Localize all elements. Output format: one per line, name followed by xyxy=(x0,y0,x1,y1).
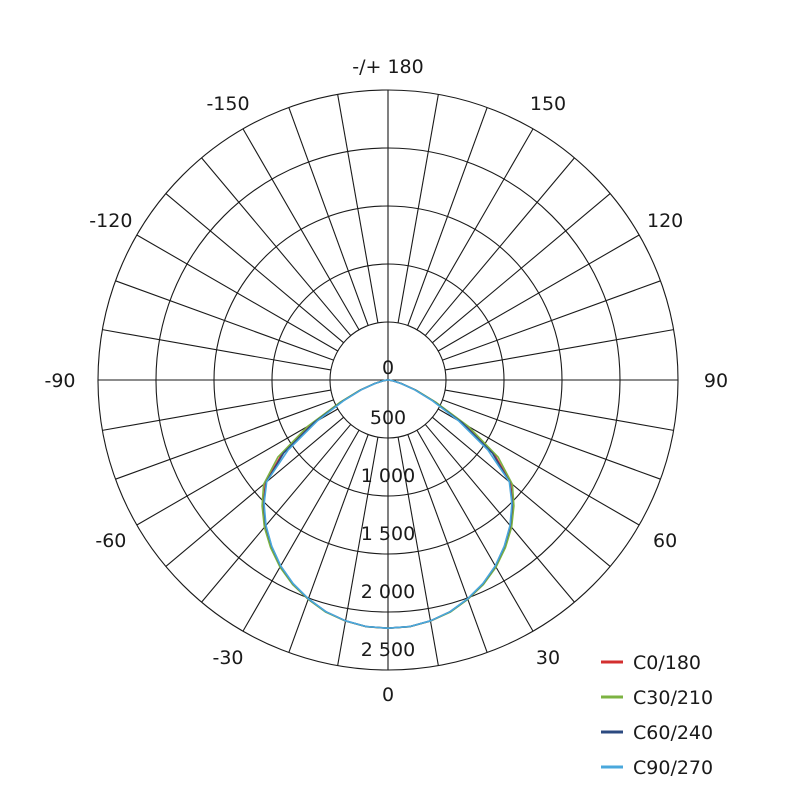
grid-spoke xyxy=(442,280,661,361)
radial-tick-label: 1 500 xyxy=(361,523,415,545)
grid-spoke xyxy=(337,437,379,666)
grid-spoke xyxy=(242,429,360,632)
grid-spoke xyxy=(115,399,334,480)
radial-tick-label: 1 000 xyxy=(361,465,415,487)
angle-label: -150 xyxy=(206,93,249,115)
angle-label: 150 xyxy=(530,93,566,115)
grid-spoke xyxy=(102,329,331,371)
grid-spoke xyxy=(445,329,674,371)
grid-spoke xyxy=(437,408,640,526)
grid-spoke xyxy=(165,193,344,344)
legend: C0/180 C30/210 C60/240 C90/270 xyxy=(601,652,713,779)
radial-tick-label: 2 000 xyxy=(361,581,415,603)
grid-spoke xyxy=(424,424,575,603)
grid-spoke xyxy=(442,399,661,480)
legend-label: C60/240 xyxy=(633,722,713,744)
angle-label: -90 xyxy=(44,370,75,392)
radial-tick-labels: 0 500 1 000 1 500 2 000 2 500 xyxy=(361,357,415,661)
angle-label: -60 xyxy=(95,530,126,552)
grid-spoke xyxy=(201,424,352,603)
radial-tick-label: 500 xyxy=(370,407,406,429)
grid-spoke xyxy=(201,157,352,336)
grid-spoke xyxy=(115,280,334,361)
angle-label: -120 xyxy=(89,210,132,232)
angle-label: 30 xyxy=(536,647,560,669)
grid-spoke xyxy=(165,416,344,567)
series-curve-C90/270 xyxy=(263,379,513,630)
grid-spoke xyxy=(136,408,339,526)
grid-spoke xyxy=(432,193,611,344)
angle-label: 60 xyxy=(653,530,677,552)
grid-spoke xyxy=(337,94,379,323)
legend-label: C30/210 xyxy=(633,687,713,709)
grid-spoke xyxy=(424,157,575,336)
grid-spoke xyxy=(288,434,369,653)
grid-spoke xyxy=(102,389,331,431)
intensity-curves xyxy=(261,379,515,630)
angle-label: -30 xyxy=(212,647,243,669)
angle-labels: -/+ 180 -150 150 -120 120 -90 90 -60 60 -30 30 0 xyxy=(44,56,728,706)
angle-label: 0 xyxy=(382,684,394,706)
grid-spoke xyxy=(397,437,439,666)
polar-grid xyxy=(97,89,679,671)
grid-spoke xyxy=(437,234,640,352)
grid-spoke xyxy=(416,128,534,331)
radial-tick-label: 0 xyxy=(382,357,394,379)
radial-tick-label: 2 500 xyxy=(361,639,415,661)
grid-spoke xyxy=(136,234,339,352)
grid-spoke xyxy=(407,434,488,653)
grid-spoke xyxy=(407,107,488,326)
angle-label: -/+ 180 xyxy=(352,56,423,78)
legend-label: C90/270 xyxy=(633,757,713,779)
grid-spoke xyxy=(445,389,674,431)
angle-label: 90 xyxy=(704,370,728,392)
grid-spoke xyxy=(288,107,369,326)
grid-spoke xyxy=(416,429,534,632)
grid-spoke xyxy=(432,416,611,567)
angle-label: 120 xyxy=(647,210,683,232)
grid-spoke xyxy=(397,94,439,323)
grid-spoke xyxy=(242,128,360,331)
legend-label: C0/180 xyxy=(633,652,701,674)
